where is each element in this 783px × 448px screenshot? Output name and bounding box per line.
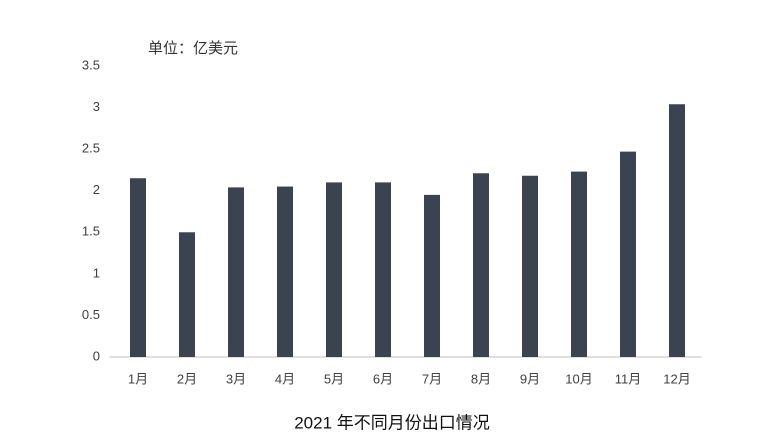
y-tick-label: 0 bbox=[93, 348, 100, 363]
x-tick-label: 6月 bbox=[373, 371, 393, 386]
y-tick-label: 0.5 bbox=[82, 307, 100, 322]
y-tick-label: 1 bbox=[93, 265, 100, 280]
bar bbox=[375, 182, 391, 357]
bar bbox=[424, 194, 440, 357]
y-tick-label: 2.5 bbox=[82, 141, 100, 156]
x-tick-label: 4月 bbox=[275, 371, 295, 386]
y-tick-label: 1.5 bbox=[82, 224, 100, 239]
x-tick-label: 8月 bbox=[471, 371, 491, 386]
chart-title: 2021 年不同月份出口情况 bbox=[294, 413, 490, 432]
bar bbox=[179, 232, 195, 357]
bar bbox=[277, 186, 293, 357]
x-tick-label: 12月 bbox=[663, 371, 690, 386]
bar bbox=[473, 173, 489, 357]
x-tick-label: 2月 bbox=[177, 371, 197, 386]
x-tick-label: 5月 bbox=[324, 371, 344, 386]
x-tick-label: 9月 bbox=[520, 371, 540, 386]
bar bbox=[130, 178, 146, 357]
bar bbox=[571, 171, 587, 357]
bar bbox=[620, 151, 636, 357]
x-tick-label: 7月 bbox=[422, 371, 442, 386]
y-tick-label: 3 bbox=[93, 99, 100, 114]
bar bbox=[669, 104, 685, 357]
bar bbox=[228, 187, 244, 357]
bar bbox=[326, 182, 342, 357]
y-tick-label: 2 bbox=[93, 182, 100, 197]
unit-label: 单位：亿美元 bbox=[148, 40, 238, 57]
x-tick-label: 10月 bbox=[565, 371, 592, 386]
x-tick-label: 11月 bbox=[615, 371, 642, 386]
x-tick-label: 3月 bbox=[226, 371, 246, 386]
x-tick-label: 1月 bbox=[128, 371, 148, 386]
bar bbox=[522, 175, 538, 357]
y-tick-label: 3.5 bbox=[82, 57, 100, 72]
